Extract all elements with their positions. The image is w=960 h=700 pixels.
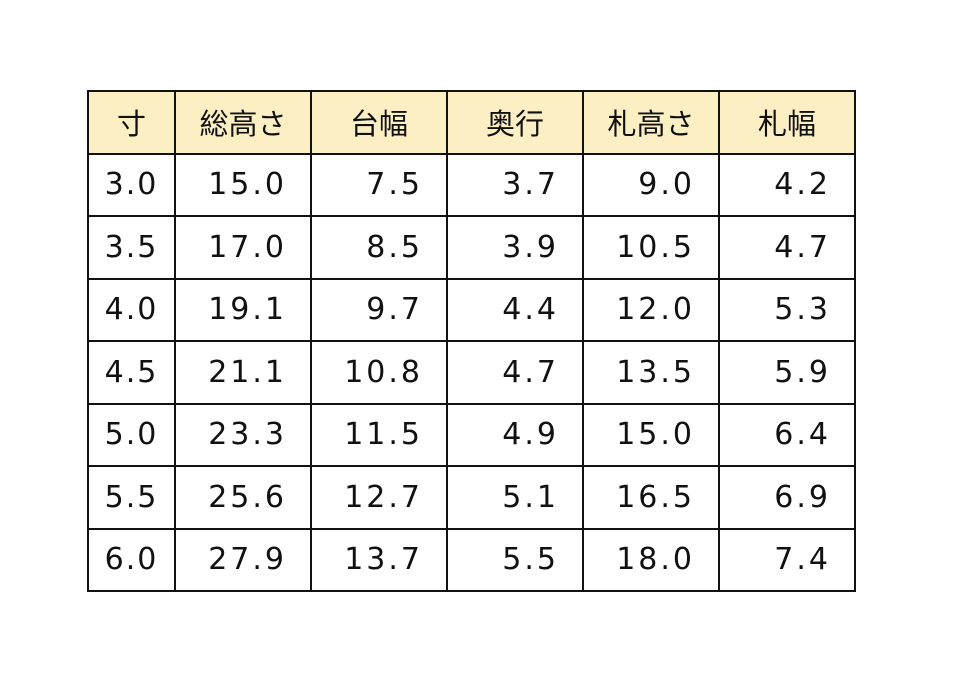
table-row: 5.5 25.6 12.7 5.1 16.5 6.9 bbox=[87, 465, 856, 530]
table-cell: 5.1 bbox=[446, 465, 584, 530]
table-cell: 6.0 bbox=[87, 527, 176, 592]
table-cell: 13.7 bbox=[310, 527, 448, 592]
table-cell: 4.9 bbox=[446, 402, 584, 467]
table-cell: 9.0 bbox=[582, 152, 720, 217]
table-cell: 6.9 bbox=[718, 465, 856, 530]
table-cell: 4.0 bbox=[87, 277, 176, 342]
table-cell: 10.8 bbox=[310, 340, 448, 405]
table-cell: 4.7 bbox=[446, 340, 584, 405]
table-cell: 27.9 bbox=[174, 527, 312, 592]
table-cell: 5.3 bbox=[718, 277, 856, 342]
table-row: 6.0 27.9 13.7 5.5 18.0 7.4 bbox=[87, 527, 856, 592]
table-cell: 3.0 bbox=[87, 152, 176, 217]
table-cell: 5.5 bbox=[87, 465, 176, 530]
table-cell: 10.5 bbox=[582, 215, 720, 280]
table-cell: 25.6 bbox=[174, 465, 312, 530]
table-cell: 15.0 bbox=[582, 402, 720, 467]
table-cell: 17.0 bbox=[174, 215, 312, 280]
table-row: 5.0 23.3 11.5 4.9 15.0 6.4 bbox=[87, 402, 856, 467]
table-cell: 12.7 bbox=[310, 465, 448, 530]
column-header: 奥行 bbox=[446, 90, 584, 155]
table-cell: 12.0 bbox=[582, 277, 720, 342]
size-table: 寸総高さ 台幅 奥行 札高さ 札幅 3.0 15.0 7.5 3.7 9.0 4.2 3.5 17.0… bbox=[87, 90, 856, 592]
table-cell: 4.5 bbox=[87, 340, 176, 405]
table-cell: 6.4 bbox=[718, 402, 856, 467]
table-cell: 16.5 bbox=[582, 465, 720, 530]
column-header: 総高さ bbox=[174, 90, 312, 155]
table-cell: 5.0 bbox=[87, 402, 176, 467]
table-cell: 4.4 bbox=[446, 277, 584, 342]
table-cell: 5.5 bbox=[446, 527, 584, 592]
column-header: 台幅 bbox=[310, 90, 448, 155]
table-cell: 18.0 bbox=[582, 527, 720, 592]
table-cell: 3.7 bbox=[446, 152, 584, 217]
table-cell: 23.3 bbox=[174, 402, 312, 467]
table-cell: 7.5 bbox=[310, 152, 448, 217]
table-row: 3.5 17.0 8.5 3.9 10.5 4.7 bbox=[87, 215, 856, 280]
table-row: 4.5 21.1 10.8 4.7 13.5 5.9 bbox=[87, 340, 856, 405]
table-cell: 9.7 bbox=[310, 277, 448, 342]
column-header: 寸 bbox=[87, 90, 176, 155]
table-row: 3.0 15.0 7.5 3.7 9.0 4.2 bbox=[87, 152, 856, 217]
table-cell: 19.1 bbox=[174, 277, 312, 342]
table-cell: 7.4 bbox=[718, 527, 856, 592]
table-row: 4.0 19.1 9.7 4.4 12.0 5.3 bbox=[87, 277, 856, 342]
table-cell: 8.5 bbox=[310, 215, 448, 280]
table-cell: 13.5 bbox=[582, 340, 720, 405]
table-cell: 3.9 bbox=[446, 215, 584, 280]
table-cell: 21.1 bbox=[174, 340, 312, 405]
table-cell: 4.2 bbox=[718, 152, 856, 217]
table-cell: 4.7 bbox=[718, 215, 856, 280]
column-header: 札高さ bbox=[582, 90, 720, 155]
table-cell: 15.0 bbox=[174, 152, 312, 217]
column-header: 札幅 bbox=[718, 90, 856, 155]
table-cell: 11.5 bbox=[310, 402, 448, 467]
header-row: 寸総高さ 台幅 奥行 札高さ 札幅 bbox=[87, 90, 856, 155]
table-cell: 3.5 bbox=[87, 215, 176, 280]
table-cell: 5.9 bbox=[718, 340, 856, 405]
